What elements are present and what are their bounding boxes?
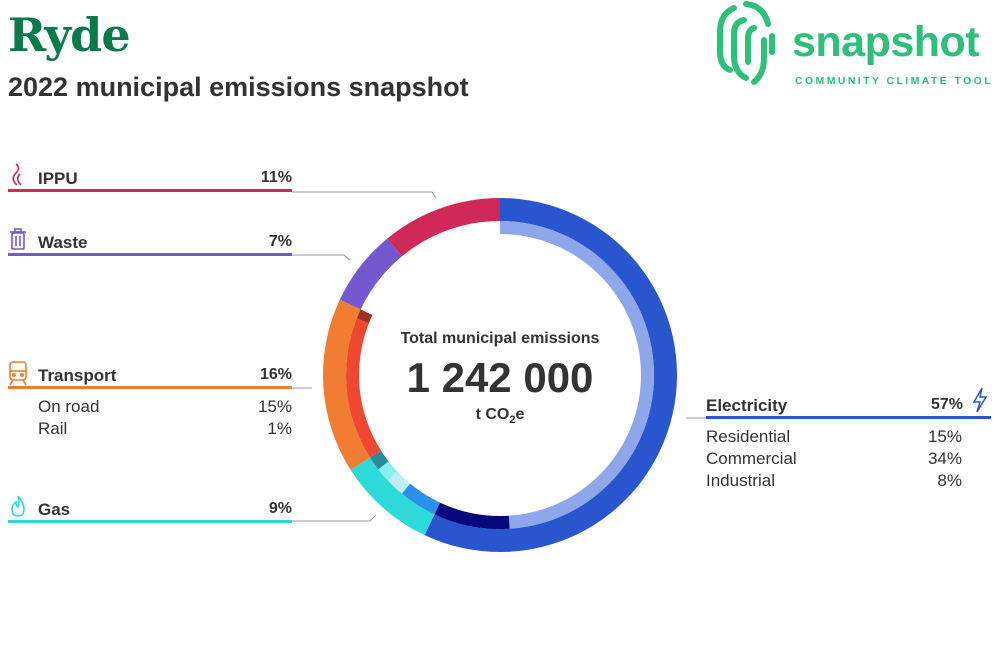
donut-subsegment-gas-0 — [401, 483, 440, 515]
logo-tagline: COMMUNITY CLIMATE TOOL — [795, 75, 994, 87]
legend-gas: Gas 9% — [8, 495, 292, 523]
waste-label: Waste — [38, 233, 88, 252]
gas-label: Gas — [38, 500, 71, 519]
leader-lines — [292, 191, 706, 522]
total-unit: t CO2e — [475, 406, 525, 427]
electricity-label: Electricity — [706, 396, 788, 415]
leader-waste — [292, 254, 351, 261]
transport-underline — [8, 386, 292, 389]
donut-segment-waste — [339, 238, 402, 310]
leader-gas — [292, 514, 377, 522]
ippu-label: IPPU — [38, 169, 78, 188]
transport-label: Transport — [38, 366, 117, 385]
donut-subsegment-electricity-residential — [500, 221, 625, 293]
donut-segment-gas — [350, 457, 435, 536]
logo-wordmark: snapshot — [792, 18, 980, 66]
ippu-underline — [8, 189, 292, 192]
city-title: Ryde — [8, 8, 131, 62]
electricity-sub-industrial: Industrial 8% — [706, 471, 962, 490]
legend-waste: Waste 7% — [8, 228, 292, 256]
transport-percent: 16% — [259, 366, 292, 383]
donut-subsegment-transport-rail — [356, 309, 373, 324]
train-icon — [9, 361, 27, 386]
donut-subsegment-gas-1 — [387, 471, 411, 494]
gas-underline — [8, 520, 292, 523]
trash-bin-icon — [10, 228, 26, 250]
donut-subsegment-electricity-commercial — [508, 284, 655, 529]
smoke-icon — [12, 163, 22, 186]
donut-subsegment-transport-on-road — [346, 318, 381, 458]
total-value: 1 242 000 — [406, 354, 594, 401]
electricity-sub-commercial: Commercial 34% — [706, 449, 962, 468]
gas-percent: 9% — [268, 500, 292, 517]
leader-ippu — [292, 191, 437, 199]
electricity-underline — [706, 416, 991, 419]
electricity-sub-residential: Residential 15% — [706, 427, 962, 446]
transport-sub-rail: Rail 1% — [38, 419, 292, 438]
donut-subsegment-gas-3 — [369, 450, 389, 470]
ippu-percent: 11% — [260, 169, 292, 186]
waste-underline — [8, 253, 292, 256]
donut-subsegment-gas-2 — [378, 461, 398, 481]
donut-segment-ippu — [387, 198, 500, 257]
waste-percent: 7% — [268, 233, 292, 250]
electricity-percent: 57% — [930, 396, 963, 413]
legend-transport: Transport 16% On road 15% Rail 1% — [8, 361, 292, 439]
donut-segment-transport — [323, 299, 370, 470]
legend-ippu: IPPU 11% — [8, 163, 292, 192]
total-label: Total municipal emissions — [400, 330, 600, 347]
transport-sub-on-road: On road 15% — [38, 397, 292, 416]
donut-subsegment-electricity-industrial — [434, 502, 510, 529]
lightning-icon — [972, 387, 988, 413]
flame-icon — [11, 495, 25, 517]
page-subtitle: 2022 municipal emissions snapshot — [8, 72, 469, 102]
snapshot-logo-icon — [717, 1, 775, 85]
legend-electricity: Electricity 57% Residential 15% Commerci… — [706, 387, 991, 491]
